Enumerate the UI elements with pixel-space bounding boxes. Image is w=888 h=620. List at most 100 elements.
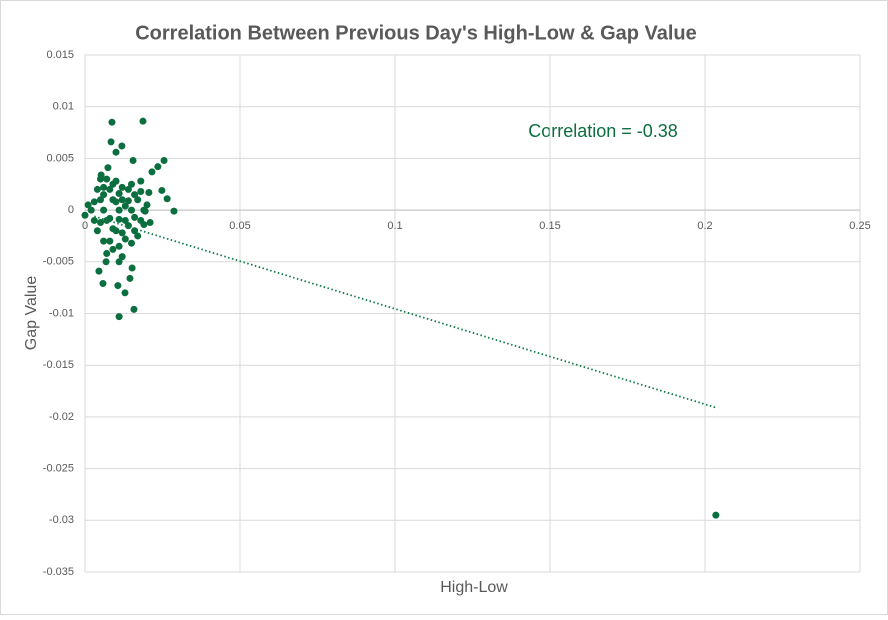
point: [93, 185, 101, 193]
point: [87, 206, 95, 214]
point: [130, 305, 138, 313]
point: [100, 237, 108, 245]
point: [163, 195, 171, 203]
y-tick-label: 0.015: [46, 49, 74, 61]
point: [143, 201, 151, 209]
y-tick-label: -0.03: [49, 514, 74, 526]
point: [170, 207, 178, 215]
point: [124, 222, 132, 230]
point: [102, 258, 110, 266]
point: [115, 313, 123, 321]
point: [99, 280, 107, 288]
point: [97, 175, 104, 183]
point: [115, 258, 123, 266]
x-tick-label: 0.1: [387, 220, 402, 232]
point: [134, 232, 142, 240]
point: [118, 253, 126, 261]
point: [97, 219, 104, 227]
point: [107, 138, 115, 146]
point: [121, 289, 129, 297]
point: [712, 511, 720, 519]
point: [146, 219, 154, 227]
point: [103, 250, 111, 258]
point: [131, 213, 139, 221]
point: [118, 142, 126, 150]
point: [121, 202, 129, 210]
point: [154, 163, 162, 171]
point: [129, 156, 137, 164]
y-tick-label: -0.015: [43, 359, 74, 371]
point: [134, 196, 142, 204]
point: [108, 118, 116, 126]
y-tick-label: 0.01: [53, 101, 74, 113]
point: [90, 216, 98, 224]
point: [106, 237, 114, 245]
y-tick-label: -0.02: [49, 411, 74, 423]
chart-title: Correlation Between Previous Day's High-…: [135, 22, 697, 44]
x-tick-label: 0.15: [539, 220, 560, 232]
point: [140, 221, 148, 229]
x-tick-label: 0.05: [229, 220, 250, 232]
y-axis-title: Gap Value: [23, 276, 40, 351]
point: [112, 198, 120, 206]
point: [97, 196, 104, 204]
point: [100, 191, 108, 199]
point: [145, 189, 153, 197]
point: [104, 164, 112, 172]
y-tick-label: -0.035: [43, 566, 74, 578]
point: [160, 156, 168, 164]
point: [90, 198, 98, 206]
point: [121, 235, 129, 243]
x-tick-label: 0: [82, 220, 88, 232]
point: [118, 183, 126, 191]
point: [84, 201, 92, 209]
point: [128, 239, 135, 247]
point: [128, 206, 135, 214]
point: [126, 274, 134, 282]
point: [81, 211, 89, 219]
point: [114, 282, 122, 290]
x-axis-title: High-Low: [440, 579, 508, 596]
point: [109, 225, 117, 233]
point: [115, 190, 123, 198]
point: [112, 148, 120, 156]
point: [118, 196, 126, 204]
point: [103, 175, 111, 183]
point: [109, 245, 117, 253]
point: [158, 186, 166, 194]
point: [128, 180, 135, 188]
point: [112, 177, 120, 185]
point: [124, 185, 132, 193]
point: [121, 216, 129, 224]
point: [106, 185, 114, 193]
point: [124, 197, 132, 205]
correlation-annotation: Correlation = -0.38: [528, 121, 678, 141]
y-tick-label: 0: [68, 204, 74, 216]
point: [115, 206, 123, 214]
point: [140, 206, 148, 214]
x-tick-label: 0.25: [849, 220, 870, 232]
point: [128, 264, 136, 272]
point: [100, 183, 108, 191]
point: [115, 215, 123, 223]
point: [118, 229, 126, 237]
point: [106, 214, 114, 222]
point: [115, 242, 123, 250]
point: [148, 168, 156, 176]
y-tick-label: -0.025: [43, 463, 74, 475]
x-tick-label: 0.2: [697, 220, 712, 232]
point: [95, 267, 103, 275]
y-tick-label: -0.01: [49, 307, 74, 319]
point: [100, 206, 108, 214]
trendline: [94, 215, 717, 409]
y-tick-label: 0.005: [46, 152, 74, 164]
point: [131, 191, 139, 199]
point: [137, 177, 145, 185]
point: [139, 117, 147, 125]
point: [93, 227, 101, 235]
y-tick-label: -0.005: [43, 256, 74, 268]
point: [137, 187, 145, 195]
